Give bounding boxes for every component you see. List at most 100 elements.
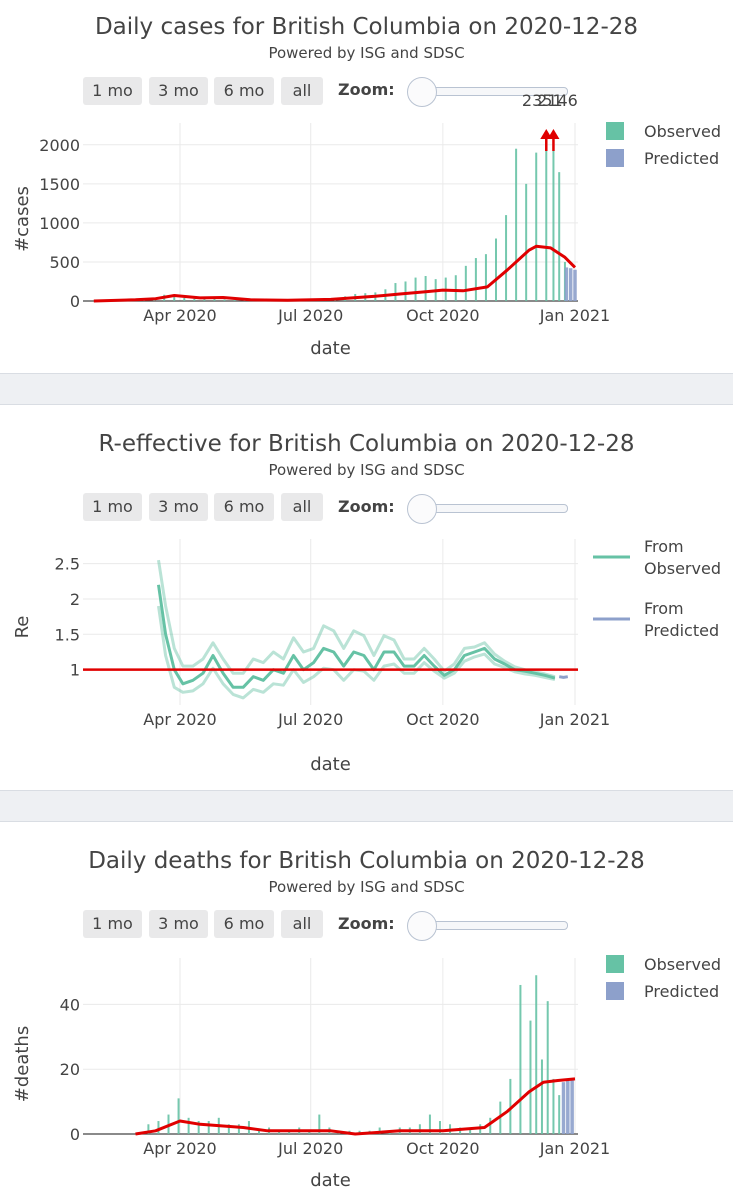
observed-bar [288, 1130, 291, 1134]
x-tick-label: Jan 2021 [539, 306, 610, 325]
observed-bar [552, 1078, 555, 1134]
cases-range-6mo-button[interactable]: 6 mo [214, 77, 274, 105]
y-axis-title: #cases [12, 186, 33, 252]
cases-range-all-button[interactable]: all [281, 77, 323, 105]
reff-range-6mo-button[interactable]: 6 mo [214, 493, 274, 521]
cases-chart: Apr 2020 Jul 2020 Oct 2020 Jan 2021 0 500 1000… [12, 91, 721, 359]
x-tick-label: Jul 2020 [277, 306, 343, 325]
observed-bar [183, 297, 186, 301]
cases-subtitle: Powered by ISG and SDSC [268, 44, 465, 62]
observed-bar [418, 1124, 421, 1134]
reff-range-all-button[interactable]: all [281, 493, 323, 521]
observed-bar [187, 1117, 190, 1134]
predicted-bar [568, 268, 573, 301]
observed-bar [505, 215, 508, 301]
legend-observed-swatch [606, 955, 624, 973]
re-observed-line [157, 584, 556, 689]
deaths-zoom-slider-handle[interactable] [407, 911, 437, 941]
deaths-range-6mo-button[interactable]: 6 mo [214, 910, 274, 938]
legend-observed-label: Observed [644, 122, 721, 141]
observed-bar [318, 1114, 321, 1134]
observed-bar [495, 238, 497, 301]
observed-bar [545, 144, 548, 301]
y-tick-label: 0 [70, 1125, 80, 1144]
x-axis-title: date [310, 754, 351, 775]
deaths-range-3mo-button[interactable]: 3 mo [149, 910, 208, 938]
deaths-subtitle: Powered by ISG and SDSC [268, 878, 465, 896]
offscale-arrow-head [547, 129, 560, 139]
deaths-range-1mo-button[interactable]: 1 mo [83, 910, 142, 938]
deaths-chart: Apr 2020 Jul 2020 Oct 2020 Jan 2021 0 20 40 dat… [12, 955, 721, 1191]
x-axis-title: date [310, 1170, 351, 1191]
predicted-bar [561, 1082, 566, 1134]
observed-bar [213, 297, 216, 301]
y-tick-label: 500 [49, 253, 80, 272]
reff-range-3mo-button[interactable]: 3 mo [149, 493, 208, 521]
legend-predicted-label: Predicted [644, 149, 719, 168]
observed-bar [525, 183, 528, 301]
observed-bar [469, 1127, 472, 1134]
y-axis-title: Re [12, 616, 33, 639]
predicted-bar [570, 1078, 574, 1134]
re-predicted-line [558, 675, 569, 679]
observed-bar [177, 1098, 180, 1134]
x-axis-title: date [310, 338, 351, 359]
observed-bar [193, 298, 196, 301]
x-tick-label: Apr 2020 [143, 1139, 216, 1158]
x-tick-label: Oct 2020 [406, 710, 479, 729]
observed-bar [147, 1124, 150, 1134]
observed-bar [464, 265, 467, 301]
observed-bar [484, 254, 487, 301]
y-tick-label: 20 [60, 1060, 80, 1079]
observed-bar [552, 137, 555, 301]
observed-bar [424, 276, 427, 301]
deaths-zoom-label: Zoom: [338, 914, 395, 933]
reff-zoom-slider-handle[interactable] [407, 494, 437, 524]
x-tick-label: Jan 2021 [539, 710, 610, 729]
observed-bar [529, 1020, 532, 1134]
reff-subtitle: Powered by ISG and SDSC [268, 461, 465, 479]
reff-panel: R-effective for British Columbia on 2020… [0, 405, 733, 789]
observed-bar [237, 1124, 240, 1134]
y-tick-label: 1.5 [55, 625, 80, 644]
cases-zoom-slider-handle[interactable] [407, 77, 437, 107]
cases-zoom-label: Zoom: [338, 80, 395, 99]
predicted-bar [566, 1078, 570, 1134]
observed-bar [157, 1121, 160, 1134]
deaths-panel: Daily deaths for British Columbia on 202… [0, 822, 733, 1200]
cases-range-1mo-button[interactable]: 1 mo [83, 77, 142, 105]
observed-bar [278, 1130, 281, 1134]
deaths-title: Daily deaths for British Columbia on 202… [88, 848, 645, 874]
y-tick-label: 40 [60, 995, 80, 1014]
legend-observed-label: From Observed [644, 537, 721, 578]
deaths-range-all-button[interactable]: all [281, 910, 323, 938]
trend-line [93, 244, 577, 303]
y-axis-title: #deaths [12, 1026, 33, 1102]
observed-bar [227, 1124, 230, 1134]
legend-predicted-swatch [606, 149, 624, 167]
cases-title: Daily cases for British Columbia on 2020… [94, 14, 639, 40]
x-tick-label: Oct 2020 [406, 1139, 479, 1158]
observed-bar [474, 258, 477, 301]
observed-bar [546, 1001, 549, 1134]
predicted-bar [573, 269, 577, 301]
reff-zoom-label: Zoom: [338, 497, 395, 516]
x-tick-label: Apr 2020 [143, 306, 216, 325]
observed-bar [438, 1121, 441, 1134]
observed-bar [197, 1121, 200, 1134]
y-tick-label: 0 [70, 292, 80, 311]
reff-range-1mo-button[interactable]: 1 mo [83, 493, 142, 521]
observed-bar [207, 1121, 210, 1134]
observed-bar [454, 275, 457, 301]
y-tick-label: 2.5 [55, 555, 80, 574]
observed-bar [404, 281, 407, 301]
cases-range-3mo-button[interactable]: 3 mo [149, 77, 208, 105]
y-tick-label: 2000 [39, 136, 80, 155]
cases-panel: Daily cases for British Columbia on 2020… [0, 0, 733, 372]
x-tick-label: Jan 2021 [539, 1139, 610, 1158]
y-tick-label: 2 [70, 590, 80, 609]
observed-bar [509, 1078, 512, 1134]
trend-line [135, 1077, 576, 1136]
predicted-bar [564, 267, 569, 301]
observed-bar [414, 277, 417, 301]
